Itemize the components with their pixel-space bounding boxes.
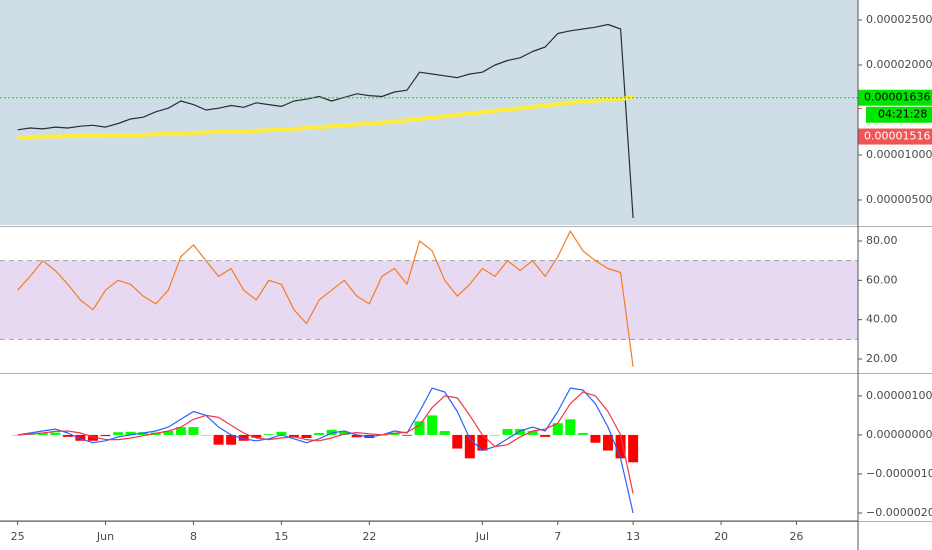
x-tick-label: 20 xyxy=(714,530,728,543)
histogram-bar xyxy=(62,434,73,437)
histogram-bar xyxy=(213,434,224,445)
histogram-bar xyxy=(590,434,601,443)
pane-background xyxy=(0,376,858,520)
rsi-band xyxy=(0,260,858,340)
y-tick-label: −0.00000200 xyxy=(866,506,932,519)
histogram-bar xyxy=(540,434,551,437)
histogram-bar xyxy=(226,434,237,445)
series-line xyxy=(17,23,634,219)
price-label-box xyxy=(858,128,932,145)
series-line xyxy=(17,230,634,367)
histogram-bar xyxy=(175,427,186,435)
histogram-bar xyxy=(351,434,362,438)
histogram-bar xyxy=(12,434,23,436)
histogram-bar xyxy=(276,431,287,435)
histogram-bar xyxy=(464,434,475,459)
histogram-bar xyxy=(439,431,450,435)
histogram-bar xyxy=(87,434,98,441)
histogram-bar xyxy=(163,431,174,435)
histogram-bar xyxy=(188,427,199,435)
histogram-bar xyxy=(628,434,639,463)
y-tick-label: 0.00000100 xyxy=(866,389,932,402)
histogram-bar xyxy=(37,432,48,435)
x-tick-label: 7 xyxy=(554,530,561,543)
histogram-bar xyxy=(527,431,538,435)
x-tick-label: Jul xyxy=(475,530,489,543)
y-tick-label: 20.00 xyxy=(866,352,898,365)
histogram-bar xyxy=(577,432,588,435)
histogram-bar xyxy=(502,429,513,435)
histogram-bar xyxy=(75,434,86,441)
pane-background xyxy=(0,0,858,225)
histogram-bar xyxy=(427,415,438,435)
y-tick-label: 0.00002500 xyxy=(866,13,932,26)
y-tick-label: 0.00002000 xyxy=(866,58,932,71)
histogram-bar xyxy=(263,434,274,435)
histogram-bar xyxy=(615,434,626,459)
y-tick-label: −0.00000100 xyxy=(866,467,932,480)
histogram-bar xyxy=(452,434,463,449)
series-line xyxy=(17,387,634,514)
y-tick-label: 0.00000500 xyxy=(866,193,932,206)
histogram-bar xyxy=(552,423,563,435)
histogram-bar xyxy=(238,434,249,441)
x-tick-label: 15 xyxy=(274,530,288,543)
series-line xyxy=(17,95,634,139)
x-tick-label: 26 xyxy=(789,530,803,543)
price-label-box xyxy=(858,89,932,106)
y-tick-label: 80.00 xyxy=(866,234,898,247)
x-tick-label: 8 xyxy=(190,530,197,543)
histogram-bar xyxy=(477,434,488,451)
histogram-bar xyxy=(603,434,614,451)
x-tick-label: 13 xyxy=(626,530,640,543)
y-tick-label: 60.00 xyxy=(866,273,898,286)
y-tick-label: 40.00 xyxy=(866,313,898,326)
x-tick-label: Jun xyxy=(96,530,114,543)
histogram-bar xyxy=(402,434,413,436)
histogram-bar xyxy=(565,419,576,435)
y-tick-label: 0.00001000 xyxy=(866,148,932,161)
x-tick-label: 25 xyxy=(11,530,25,543)
histogram-bar xyxy=(251,434,262,438)
price-label: 0.00001636 xyxy=(864,91,930,104)
histogram-bar xyxy=(125,431,136,435)
histogram-bar xyxy=(100,434,111,437)
histogram-bar xyxy=(201,434,212,436)
x-tick-label: 22 xyxy=(362,530,376,543)
countdown-box xyxy=(866,106,932,123)
countdown: 04:21:28 xyxy=(878,108,927,121)
histogram-bar xyxy=(339,431,350,435)
histogram-bar xyxy=(113,432,124,435)
histogram-bar xyxy=(515,429,526,435)
y-tick-label: 0.00000000 xyxy=(866,428,932,441)
histogram-bar xyxy=(489,434,500,436)
histogram-bar xyxy=(314,432,325,435)
histogram-bar xyxy=(301,434,312,439)
histogram-bar xyxy=(50,432,61,435)
histogram-bar xyxy=(288,434,299,437)
price-label: 0.00001516 xyxy=(864,130,930,143)
histogram-bar xyxy=(414,421,425,435)
series-line xyxy=(17,391,634,494)
